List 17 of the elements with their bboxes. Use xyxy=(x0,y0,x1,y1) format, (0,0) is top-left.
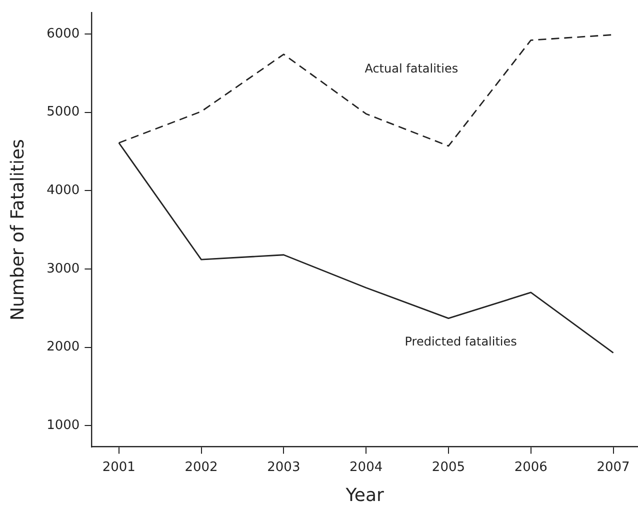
x-tick-label: 2002 xyxy=(184,460,218,475)
x-tick-label: 2005 xyxy=(432,460,466,475)
y-tick-label: 2000 xyxy=(46,340,80,355)
x-tick-label: 2004 xyxy=(350,460,383,475)
x-tick-label: 2007 xyxy=(596,460,630,475)
x-tick-label: 2003 xyxy=(267,460,300,475)
y-tick-label: 1000 xyxy=(46,418,80,434)
x-axis-title: Year xyxy=(344,484,384,506)
y-tick-label: 3000 xyxy=(46,261,80,276)
y-tick-label: 4000 xyxy=(46,183,80,198)
x-tick-label: 2006 xyxy=(514,460,548,475)
text: Actual fatalities xyxy=(364,62,458,76)
y-tick-label: 5000 xyxy=(46,104,80,120)
text: Predicted fatalities xyxy=(404,334,517,349)
y-tick-label: 6000 xyxy=(46,26,80,42)
y-axis-title: Number of Fatalities xyxy=(7,139,28,321)
x-tick-label: 2001 xyxy=(102,460,136,475)
